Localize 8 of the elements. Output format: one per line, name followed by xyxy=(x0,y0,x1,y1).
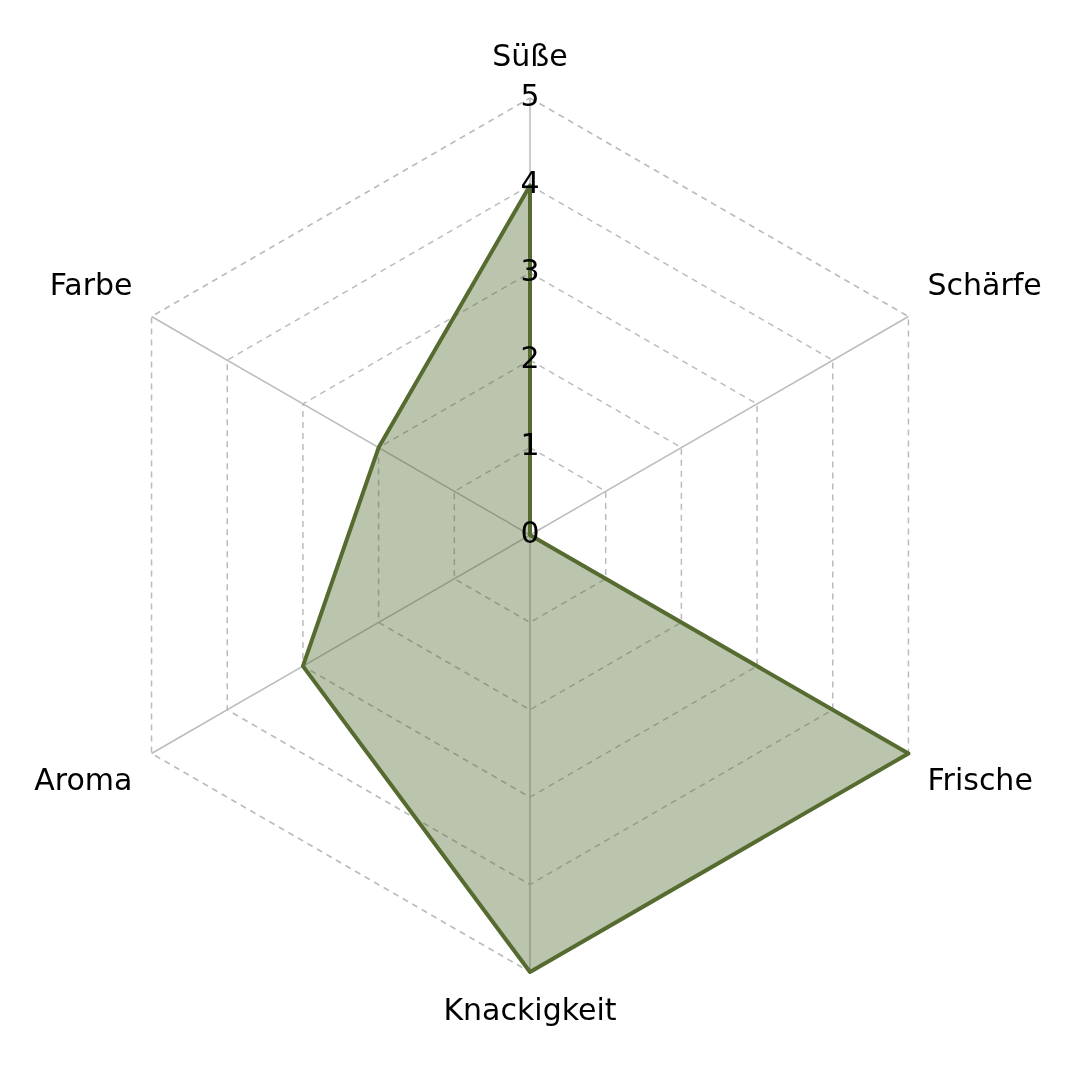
spoke-label: Schärfe xyxy=(927,267,1042,303)
spoke-label: Frische xyxy=(927,762,1033,798)
spoke-label: Süße xyxy=(492,37,568,73)
spoke-label: Aroma xyxy=(34,762,133,798)
y-tick-label: 4 xyxy=(520,165,540,201)
spoke-label: Farbe xyxy=(49,267,133,303)
spoke-label: Knackigkeit xyxy=(443,991,617,1027)
y-tick-label: 5 xyxy=(520,77,540,113)
